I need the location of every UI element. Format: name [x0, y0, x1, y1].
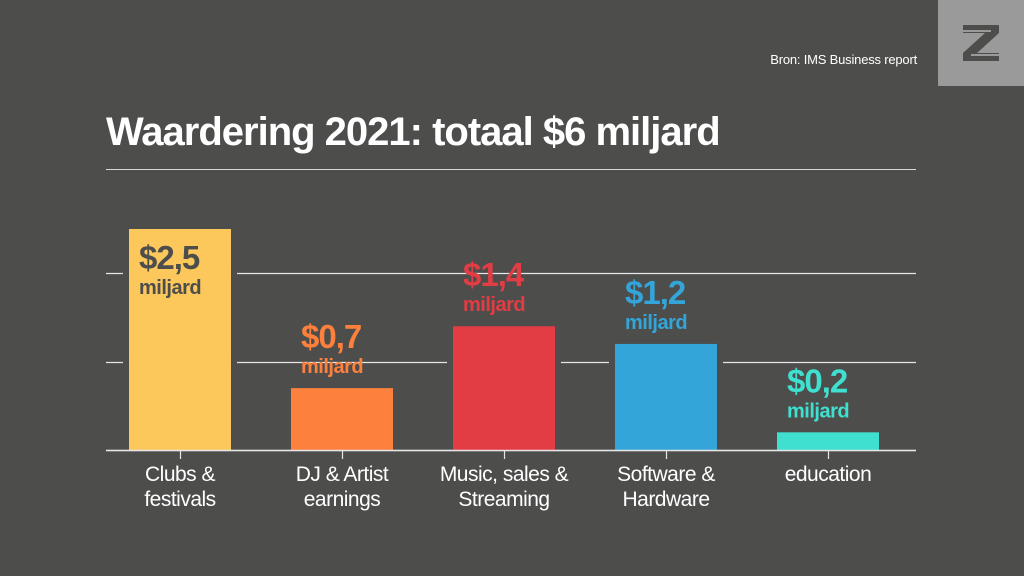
bar-unit-label: miljard — [139, 277, 201, 299]
x-tick-label: education — [785, 463, 872, 486]
x-tick-label: Music, sales & — [440, 463, 569, 486]
logo-box — [938, 0, 1024, 86]
page-title: Waardering 2021: totaal $6 miljard — [106, 110, 721, 154]
x-tick-label: earnings — [304, 488, 381, 511]
x-tick-label: festivals — [144, 488, 215, 511]
bar-unit-label: miljard — [463, 294, 525, 316]
bar-value-label: $1,2 — [625, 274, 686, 311]
title-divider — [106, 169, 916, 170]
bar-unit-label: miljard — [625, 312, 687, 334]
bar — [291, 388, 393, 450]
x-tick-label: Streaming — [458, 488, 549, 511]
bar — [615, 343, 717, 450]
x-tick-label: Hardware — [622, 488, 709, 511]
bar-value-label: $1,4 — [463, 256, 525, 293]
bar — [453, 326, 555, 450]
x-tick-label: Software & — [617, 463, 715, 486]
bar-unit-label: miljard — [787, 400, 849, 422]
bar-value-label: $0,7 — [301, 318, 361, 355]
source-note: Bron: IMS Business report — [770, 52, 917, 67]
bar-value-label: $0,2 — [787, 362, 848, 399]
z-logo-icon — [963, 25, 999, 61]
x-tick-label: Clubs & — [145, 463, 216, 486]
bar-unit-label: miljard — [301, 356, 363, 378]
bar — [129, 229, 231, 450]
bar-value-label: $2,5 — [139, 239, 200, 276]
x-tick-label: DJ & Artist — [296, 463, 389, 486]
bar — [777, 432, 879, 450]
